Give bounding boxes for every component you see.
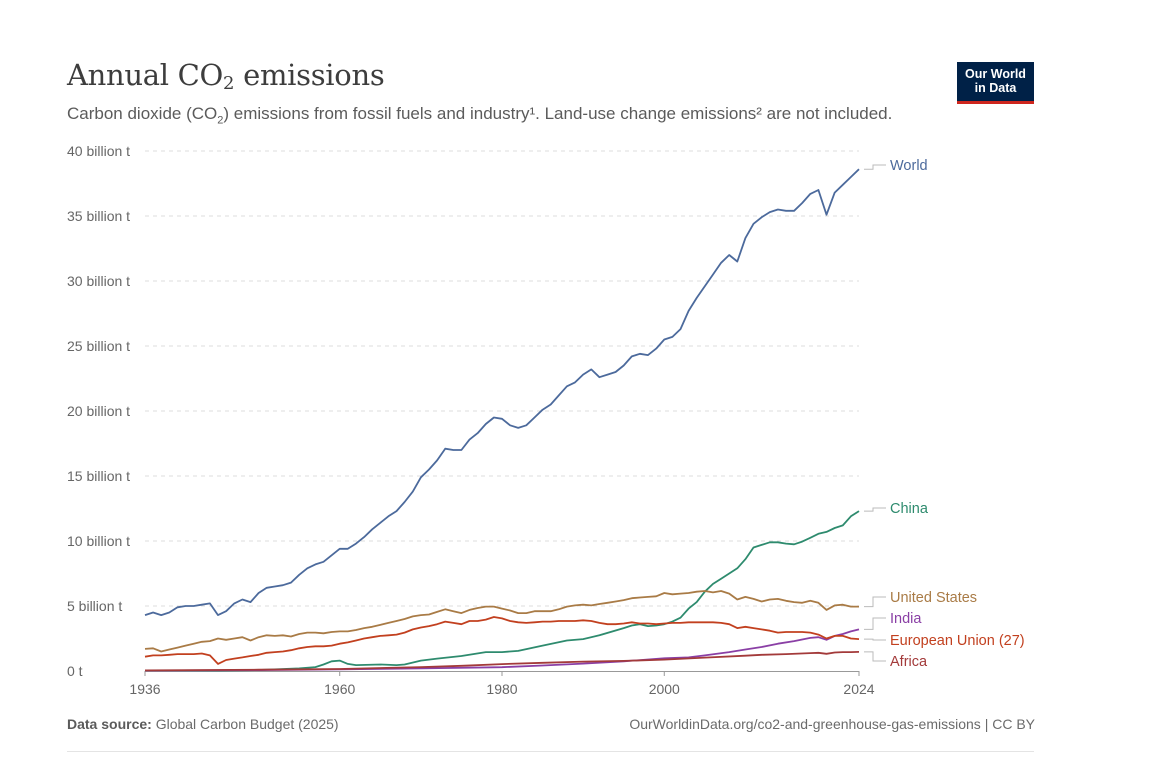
legend-label[interactable]: China xyxy=(890,501,929,517)
source-link[interactable]: OurWorldinData.org/co2-and-greenhouse-ga… xyxy=(629,716,1035,732)
x-tick-label: 2024 xyxy=(843,681,874,697)
logo-line-2: in Data xyxy=(974,81,1017,95)
legend-label[interactable]: Africa xyxy=(890,654,928,670)
series-line-european-union-27[interactable] xyxy=(144,616,860,665)
y-tick-label: 20 billion t xyxy=(67,403,130,419)
line-chart: 0 t 5 billion t 10 billion t 15 billion t 20… xyxy=(67,143,1025,697)
y-tick-label: 30 billion t xyxy=(67,273,130,289)
x-tick-label: 2000 xyxy=(649,681,680,697)
y-tick-label: 0 t xyxy=(67,663,83,679)
y-tick-label: 5 billion t xyxy=(67,598,122,614)
label-connector xyxy=(864,638,886,641)
y-tick-label: 10 billion t xyxy=(67,533,130,549)
x-tick-label: 1980 xyxy=(486,681,517,697)
legend-label[interactable]: India xyxy=(890,611,922,627)
chart-subtitle: Carbon dioxide (CO2) emissions from foss… xyxy=(67,104,893,127)
label-connector xyxy=(864,651,886,662)
y-tick-label: 25 billion t xyxy=(67,338,130,354)
legend-label[interactable]: World xyxy=(890,158,928,174)
series-line-africa[interactable] xyxy=(144,651,860,672)
label-connector xyxy=(864,507,886,512)
data-source: Data source: Global Carbon Budget (2025) xyxy=(67,716,339,732)
y-tick-label: 35 billion t xyxy=(67,208,130,224)
logo-line-1: Our World xyxy=(965,67,1026,81)
chart-title: Annual CO2 emissions xyxy=(67,58,385,94)
label-connector xyxy=(864,164,886,170)
series-line-united-states[interactable] xyxy=(144,590,859,653)
y-tick-label: 15 billion t xyxy=(67,468,130,484)
x-tick-label: 1936 xyxy=(129,681,160,697)
label-connector xyxy=(864,596,886,608)
series-line-world[interactable] xyxy=(144,168,860,616)
owid-logo[interactable]: Our World in Data xyxy=(957,62,1034,104)
legend-label[interactable]: European Union (27) xyxy=(890,633,1025,649)
label-connector xyxy=(864,617,886,630)
legend-label[interactable]: United States xyxy=(890,590,977,606)
x-tick-label: 1960 xyxy=(324,681,355,697)
series-line-china[interactable] xyxy=(144,510,860,672)
footer-divider xyxy=(67,751,1034,752)
y-tick-label: 40 billion t xyxy=(67,143,130,159)
